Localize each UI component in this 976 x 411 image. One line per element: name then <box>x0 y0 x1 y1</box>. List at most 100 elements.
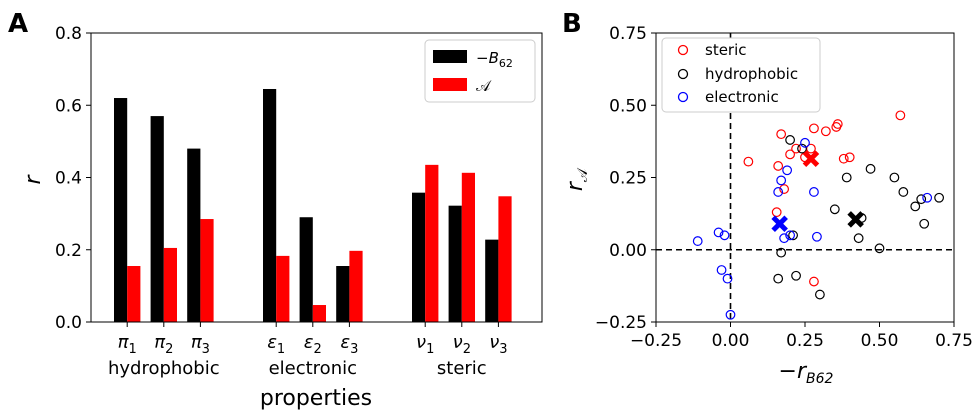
point-electronic <box>779 233 790 244</box>
y-tick-label-a: 0.6 <box>55 96 82 116</box>
bar-a-0 <box>127 266 141 322</box>
legend-a: −B62 𝒜 <box>424 39 536 103</box>
point-hydrophobic <box>791 270 801 281</box>
bar-b62-7 <box>448 205 462 322</box>
point-hydrophobic <box>841 172 852 183</box>
point-hydrophobic <box>785 135 795 145</box>
point-hydrophobic <box>797 143 807 154</box>
bar-b62-4 <box>299 217 313 322</box>
legend-label-a: 𝒜 <box>476 77 492 95</box>
point-hydrophobic <box>874 243 885 254</box>
legend-label-electronic: electronic <box>705 88 779 106</box>
bar-a-3 <box>276 255 290 322</box>
scatter-panel: −0.25 0.00 0.25 0.50 0.75 −0.25 0.00 0.25 0.50 0… <box>563 24 973 387</box>
points-group <box>692 110 944 320</box>
point-hydrophobic <box>865 163 876 174</box>
x-tick-label-b: 0.00 <box>712 331 750 351</box>
mean-marker-hydrophobic <box>847 211 864 228</box>
y-ticks-a: 0.0 0.2 0.4 0.6 0.8 <box>55 24 91 333</box>
y-tick-label-a: 0.0 <box>55 313 82 333</box>
bar-b62-3 <box>263 88 277 323</box>
mean-marker-steric <box>802 150 820 167</box>
y-tick-label-b: −0.25 <box>595 313 647 333</box>
point-steric <box>773 161 784 171</box>
x-tick-label-a: π2 <box>154 332 173 357</box>
y-tick-label-a: 0.2 <box>55 241 82 261</box>
point-electronic <box>812 231 822 242</box>
bar-b62-0 <box>114 98 128 323</box>
point-hydrophobic <box>788 230 798 241</box>
group-label-steric: steric <box>437 358 487 379</box>
point-electronic <box>922 192 933 203</box>
bar-a-1 <box>163 247 177 322</box>
point-hydrophobic <box>934 192 944 203</box>
bar-b62-2 <box>187 148 201 322</box>
point-steric <box>809 276 819 287</box>
point-electronic <box>773 187 784 197</box>
y-tick-label-a: 0.4 <box>55 169 82 189</box>
bar-b62-8 <box>485 239 499 322</box>
x-tick-label-a: π3 <box>191 332 210 357</box>
y-tick-label-b: 0.75 <box>609 24 647 44</box>
point-hydrophobic <box>815 289 825 300</box>
bar-a-6 <box>425 164 439 322</box>
point-electronic <box>785 230 795 241</box>
panel-letter-b: B <box>562 9 582 39</box>
point-steric <box>785 149 795 160</box>
legend-label-hydrophobic: hydrophobic <box>705 65 798 83</box>
point-electronic <box>782 165 793 176</box>
point-hydrophobic <box>919 218 930 229</box>
group-label-electronic: electronic <box>269 358 357 379</box>
reference-lines <box>656 33 954 322</box>
y-tick-label-b: 0.50 <box>609 96 647 116</box>
point-steric <box>838 153 849 164</box>
point-electronic <box>692 236 703 246</box>
bar-a-5 <box>349 250 363 322</box>
bar-b62-5 <box>336 266 350 322</box>
legend-b-box <box>661 37 821 113</box>
y-ticks-b: −0.25 0.00 0.25 0.50 0.75 <box>595 24 656 333</box>
point-electronic <box>725 309 736 320</box>
y-tick-label-a: 0.8 <box>55 24 82 44</box>
bars-group <box>114 88 512 323</box>
x-tick-label-a: ν1 <box>416 332 434 357</box>
point-steric <box>771 207 782 218</box>
point-electronic <box>716 265 727 275</box>
x-axis-title-a: properties <box>260 386 372 411</box>
legend-marker-hydrophobic <box>677 68 689 80</box>
point-hydrophobic <box>910 201 921 212</box>
point-hydrophobic <box>853 233 864 244</box>
legend-label-b62: −B62 <box>476 49 513 70</box>
bar-a-4 <box>312 305 326 322</box>
bar-a-2 <box>200 219 214 322</box>
y-axis-title-b: r𝒜 <box>563 167 591 191</box>
y-tick-label-b: 0.00 <box>609 241 647 261</box>
point-electronic <box>719 230 730 241</box>
point-steric <box>820 126 831 137</box>
x-tick-label-a: ε1 <box>267 332 285 357</box>
x-ticks-b: −0.25 0.00 0.25 0.50 0.75 <box>630 322 973 351</box>
bar-b62-6 <box>412 192 426 322</box>
point-hydrophobic <box>889 172 900 183</box>
x-tick-label-b: 0.75 <box>935 331 973 351</box>
bar-a-8 <box>498 196 512 322</box>
point-hydrophobic <box>773 273 784 284</box>
point-steric <box>844 152 855 163</box>
point-electronic <box>800 137 810 148</box>
legend-swatch-black <box>433 50 467 63</box>
x-ticks-a: π1 π2 π3 ε1 ε2 ε3 ν1 ν2 ν3 <box>118 322 508 357</box>
x-axis-title-b: −rB62 <box>779 359 834 387</box>
point-electronic <box>713 227 724 238</box>
x-tick-label-b: −0.25 <box>630 331 682 351</box>
point-steric <box>809 123 819 134</box>
point-electronic <box>722 273 733 284</box>
point-electronic <box>776 175 787 186</box>
legend-label-steric: steric <box>705 41 747 59</box>
point-electronic <box>809 187 819 197</box>
x-tick-label-b: 0.50 <box>861 331 899 351</box>
group-labels-a: hydrophobic electronic steric <box>108 358 487 379</box>
bar-a-7 <box>461 172 475 322</box>
x-tick-label-a: ν3 <box>489 332 507 357</box>
x-tick-label-a: ν2 <box>453 332 471 357</box>
